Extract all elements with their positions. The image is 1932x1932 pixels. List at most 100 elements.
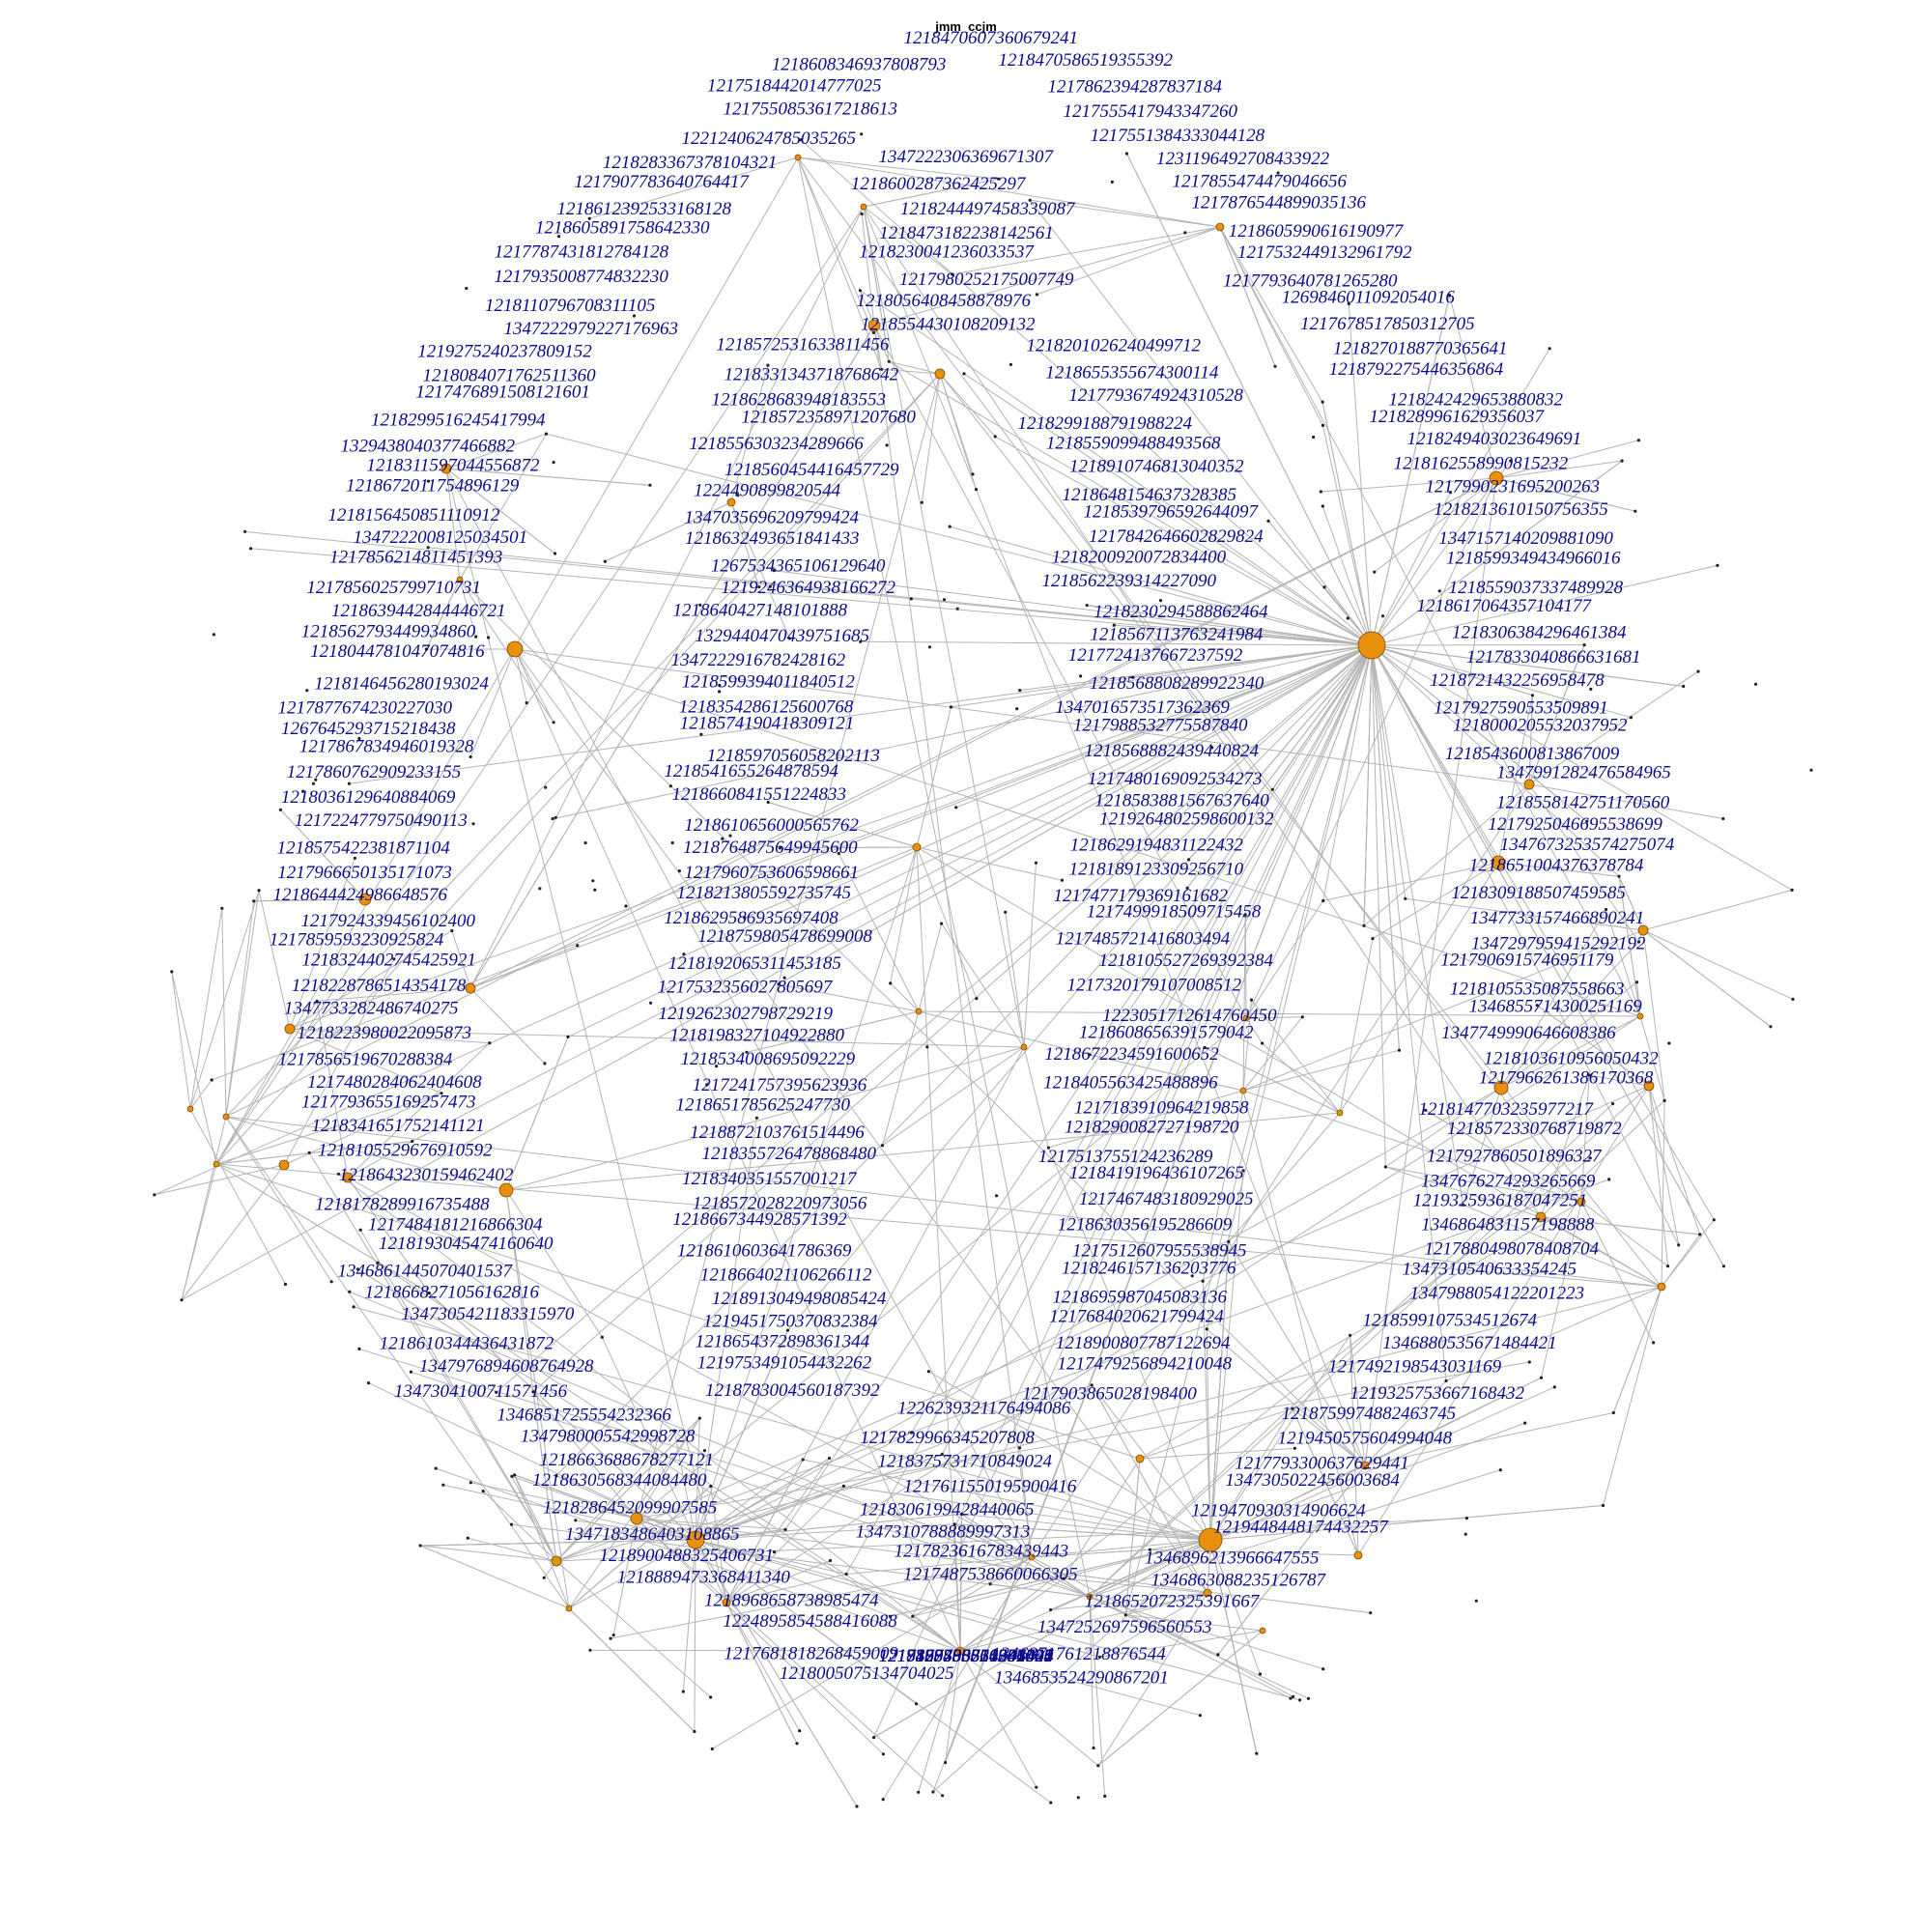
edge-492 [459,579,1366,1466]
edge-504 [215,1163,1141,1460]
edge-285 [1089,1054,1244,1092]
hub-node-16 [726,497,736,507]
edge-483 [1364,477,1497,1466]
leaf-node-112 [715,1065,719,1068]
node-label: 1217487538666304501 [879,1646,1054,1666]
edge-536 [1089,1596,1106,1797]
edge-495 [225,1116,1662,1288]
edge-533 [442,1484,696,1541]
leaf-node-185 [697,1416,701,1420]
leaf-node-119 [1273,364,1277,368]
leaf-node-129 [855,1804,859,1808]
leaf-node-225 [1249,998,1254,1002]
node-label: 1218872103761514496 [690,1122,865,1143]
leaf-node-133 [353,856,356,861]
hub-node-22 [1336,1109,1344,1117]
hub-node-5 [506,640,524,658]
leaf-node-292 [1306,1696,1311,1700]
edge-557 [358,1348,1033,1558]
node-label: 1218572531633811456 [716,335,890,355]
edge-421 [1580,1074,1590,1203]
edge-308 [514,1474,638,1520]
edge-178 [428,1293,696,1541]
edge-368 [289,930,453,1030]
node-label: 1218617064357104177 [1417,596,1593,616]
leaf-node-32 [1046,1146,1050,1150]
edge-349 [181,1116,227,1300]
leaf-node-3 [1241,1169,1245,1173]
edge-409 [1445,1286,1662,1381]
node-label: 1217793655169257473 [301,1093,476,1113]
node-label: 1218341651752141121 [312,1116,485,1136]
leaf-node-89 [1548,347,1551,351]
leaf-node-36 [944,1761,948,1765]
node-label: 1218178289916735488 [315,1195,490,1215]
leaf-node-50 [1319,490,1322,494]
leaf-node-221 [1049,1607,1053,1612]
leaf-node-299 [1552,1385,1556,1389]
node-label: 1347222008125034501 [354,527,528,548]
node-label: 1218651785625247730 [675,1095,850,1116]
edge-343 [171,971,191,1110]
edge-518 [514,648,961,1652]
edge-10 [911,644,1373,1434]
leaf-node-43 [783,1527,787,1531]
node-label: 1217477179369161682 [1053,886,1228,906]
node-label: 1217724137667237592 [1068,645,1243,666]
node-label: 1219264802598600132 [1099,809,1274,829]
leaf-node-205 [551,817,554,821]
edge-428 [1350,1335,1359,1556]
leaf-node-152 [1270,787,1274,791]
leaf-node-224 [554,815,557,819]
node-label: 1218597056058202113 [707,746,880,766]
leaf-node-44 [1293,1446,1296,1450]
edge-524 [289,644,1373,1030]
leaf-node-4 [698,603,702,608]
node-label: 1218612392533168128 [557,199,732,219]
edge-386 [459,579,477,638]
edge-192 [514,648,554,724]
edge-542 [1031,1556,1293,1697]
leaf-node-244 [1383,1165,1387,1169]
leaf-node-288 [1321,1667,1325,1671]
node-label: 1347157140209881090 [1438,528,1613,549]
edge-32 [994,436,1373,646]
edge-488 [555,1286,1662,1562]
edge-414 [1618,875,1644,931]
edge-58 [860,640,1373,646]
edge-346 [189,890,260,1110]
edge-128 [890,1539,1211,1617]
leaf-node-71 [880,1144,885,1148]
leaf-node-277 [1049,1801,1053,1804]
edge-384 [568,1607,696,1732]
node-label: 1218405563425488896 [1043,1073,1218,1094]
edge-473 [863,206,1542,1218]
leaf-node-47 [427,1292,431,1295]
hub-node-30 [186,1105,194,1113]
node-label: 1218630356195286609 [1058,1215,1233,1236]
node-label: 1217855474479046656 [1173,172,1348,192]
edge-356 [916,706,952,848]
edge-68 [1371,644,1533,696]
edge-567 [918,1650,961,1793]
edge-372 [918,1010,1091,1056]
leaf-node-8 [1447,294,1452,298]
leaf-node-123 [926,1370,931,1374]
leaf-node-46 [525,701,528,705]
edge-300 [945,1650,961,1763]
leaf-node-13 [993,435,997,439]
edge-336 [215,1141,412,1165]
leaf-node-268 [336,1172,341,1176]
node-label: 1218583881567637640 [1094,791,1269,811]
leaf-node-62 [677,869,682,873]
leaf-node-190 [693,1729,696,1734]
leaf-node-116 [495,1390,498,1394]
node-label: 1218562239314227090 [1042,571,1217,591]
hub-node-12 [358,893,372,906]
leaf-node-232 [844,1572,848,1577]
node-label: 1347676274293265669 [1421,1171,1596,1191]
edge-217 [859,290,875,327]
edge-340 [215,1163,430,1294]
edge-361 [469,987,546,1065]
